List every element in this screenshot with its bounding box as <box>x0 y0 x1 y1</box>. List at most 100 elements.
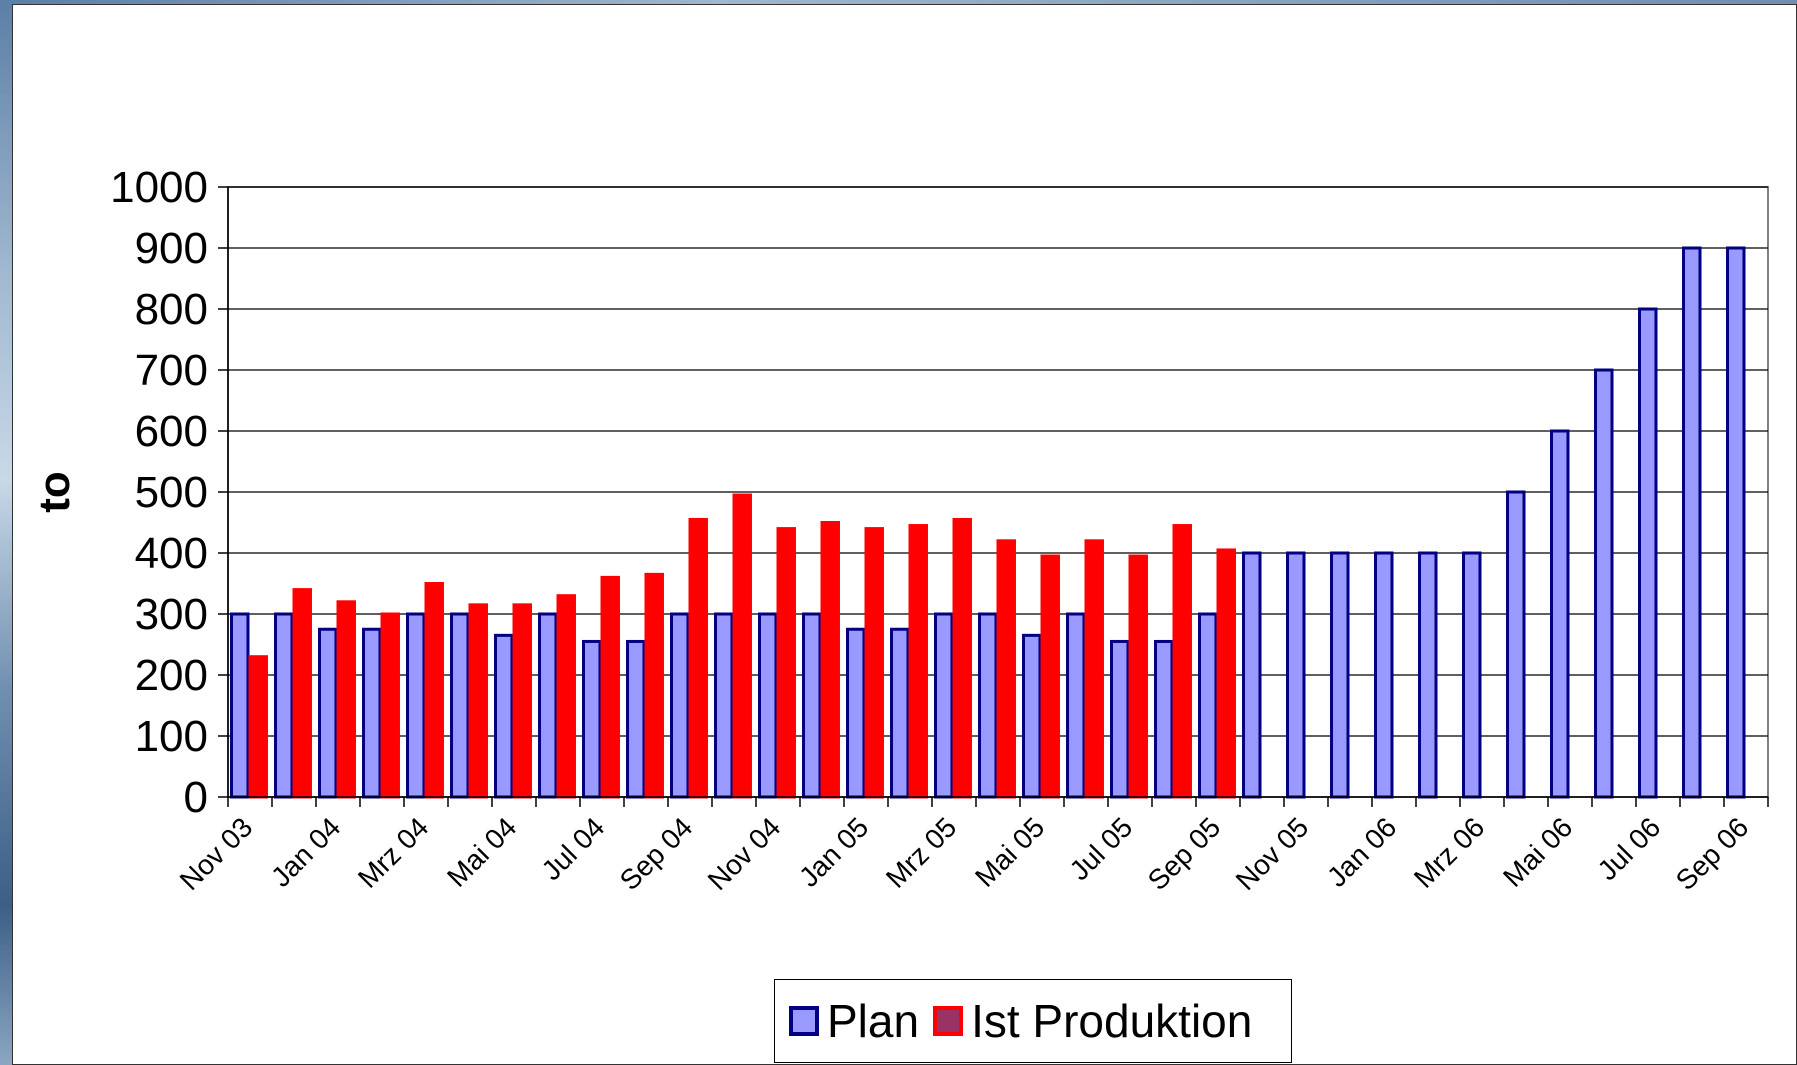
bar-ist-produktion <box>952 517 972 799</box>
x-tick-label: Sep 04 <box>614 811 699 896</box>
bar-ist-produktion <box>1216 548 1236 799</box>
bar-ist-produktion <box>864 527 884 799</box>
bar-ist-produktion <box>336 600 356 799</box>
bar-plan <box>1682 246 1702 799</box>
y-tick-label: 400 <box>135 529 208 578</box>
bar-plan <box>890 627 910 799</box>
bar-plan <box>1726 246 1746 799</box>
bar-plan <box>934 612 954 799</box>
bar-plan <box>626 639 646 799</box>
bar-ist-produktion <box>688 517 708 799</box>
bar-ist-produktion <box>908 524 928 799</box>
y-tick-label: 500 <box>135 468 208 517</box>
bar-ist-produktion <box>292 588 312 799</box>
bar-plan <box>406 612 426 799</box>
x-tick-label: Jan 05 <box>793 811 874 892</box>
x-tick-label: Nov 03 <box>174 811 259 896</box>
bar-plan <box>1374 551 1394 799</box>
bar-plan <box>802 612 822 799</box>
x-tick-label: Jul 05 <box>1064 811 1139 886</box>
bar-plan <box>758 612 778 799</box>
x-tick-label: Sep 06 <box>1670 811 1755 896</box>
y-tick-label: 900 <box>135 224 208 273</box>
bar-plan <box>1330 551 1350 799</box>
legend-label-ist-produktion: Ist Produktion <box>971 995 1253 1047</box>
bar-plan <box>1594 368 1614 799</box>
bar-plan <box>1638 307 1658 799</box>
y-tick-label: 100 <box>135 712 208 761</box>
bar-ist-produktion <box>248 655 268 799</box>
y-tick-label: 200 <box>135 651 208 700</box>
y-tick-labels: 0 100 200 300 400 500 600 700 800 900 1000 <box>110 163 208 822</box>
x-tick-label: Jul 04 <box>536 811 611 886</box>
bar-ist-produktion <box>1040 554 1060 799</box>
bar-plan <box>362 627 382 799</box>
y-axis-label: to <box>30 471 79 513</box>
x-tick-label: Mrz 04 <box>352 811 434 893</box>
legend-label-plan: Plan <box>827 995 920 1047</box>
x-tick-labels: Nov 03 Jan 04 Mrz 04 Mai 04 Jul 04 Sep 04 Nov … <box>174 811 1755 896</box>
x-tick-label: Mai 04 <box>441 811 522 892</box>
x-tick-label: Mai 05 <box>969 811 1050 892</box>
bar-plan <box>1066 612 1086 799</box>
bar-ist-produktion <box>732 493 752 799</box>
bar-plan <box>1110 639 1130 799</box>
axes <box>218 186 1769 807</box>
chart-frame: 0 100 200 300 400 500 600 700 800 900 1000 Nov 03 J… <box>12 4 1797 1065</box>
bar-ist-produktion <box>776 527 796 799</box>
x-tick-label: Mrz 06 <box>1408 811 1490 893</box>
bar-plan <box>846 627 866 799</box>
x-tick-label: Nov 04 <box>702 811 787 896</box>
bar-plan <box>1462 551 1482 799</box>
legend: Plan Ist Produktion <box>774 979 1292 1063</box>
bar-plan <box>1154 639 1174 799</box>
bar-plan <box>670 612 690 799</box>
bar-ist-produktion <box>600 575 620 799</box>
bar-plan <box>230 612 250 799</box>
bar-plan <box>582 639 602 799</box>
y-tick-label: 300 <box>135 590 208 639</box>
y-tick-label: 600 <box>135 407 208 456</box>
bar-ist-produktion <box>512 603 532 799</box>
x-tick-label: Sep 05 <box>1142 811 1227 896</box>
bar-plan <box>1286 551 1306 799</box>
background-left-strip <box>0 0 14 1065</box>
bar-ist-produktion <box>1128 554 1148 799</box>
bar-plan <box>494 633 514 799</box>
bars <box>230 246 1746 799</box>
bar-ist-produktion <box>1172 524 1192 799</box>
bar-plan <box>978 612 998 799</box>
x-tick-label: Nov 05 <box>1230 811 1315 896</box>
bar-ist-produktion <box>996 539 1016 799</box>
y-tick-label: 700 <box>135 346 208 395</box>
x-tick-label: Mai 06 <box>1497 811 1578 892</box>
legend-item-plan: Plan <box>789 994 919 1048</box>
legend-item-ist-produktion: Ist Produktion <box>933 994 1252 1048</box>
bar-plan <box>1242 551 1262 799</box>
bar-ist-produktion <box>468 603 488 799</box>
bar-ist-produktion <box>556 594 576 799</box>
bar-plan <box>538 612 558 799</box>
x-tick-label: Mrz 05 <box>880 811 962 893</box>
legend-swatch-plan <box>789 1006 819 1036</box>
bar-ist-produktion <box>1084 539 1104 799</box>
background-top-strip <box>0 0 1797 6</box>
bar-ist-produktion <box>380 612 400 799</box>
bar-plan <box>1418 551 1438 799</box>
y-tick-label: 800 <box>135 285 208 334</box>
x-tick-label: Jan 04 <box>265 811 346 892</box>
bar-ist-produktion <box>820 521 840 799</box>
x-tick-label: Jan 06 <box>1321 811 1402 892</box>
bar-plan <box>274 612 294 799</box>
bar-plan <box>714 612 734 799</box>
bar-plan <box>1550 429 1570 799</box>
bar-plan <box>318 627 338 799</box>
bar-ist-produktion <box>644 572 664 799</box>
y-tick-label: 1000 <box>110 163 208 212</box>
bar-plan <box>450 612 470 799</box>
bar-ist-produktion <box>424 582 444 799</box>
y-tick-label: 0 <box>184 773 208 822</box>
legend-swatch-ist-produktion <box>933 1006 964 1036</box>
bar-plan <box>1198 612 1218 799</box>
